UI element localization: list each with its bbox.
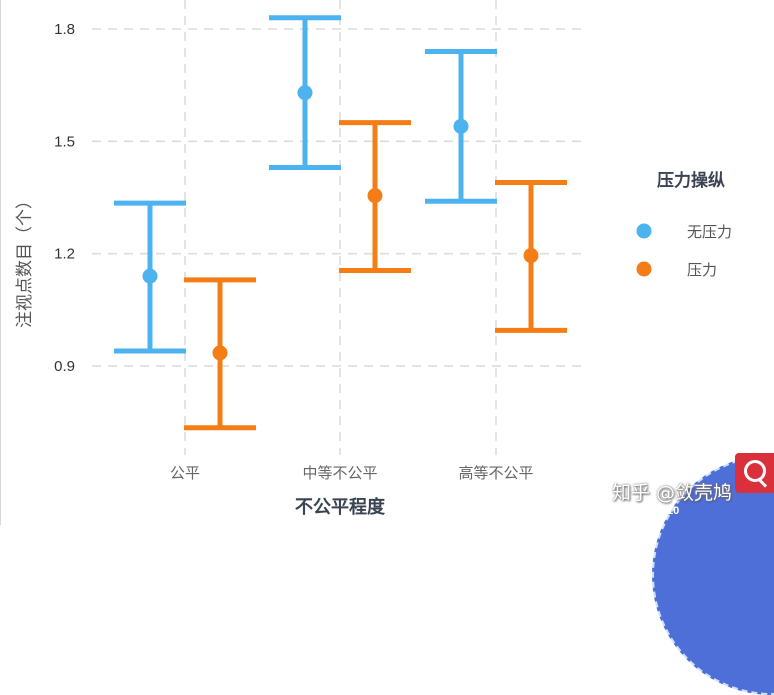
errorbar-pressure bbox=[495, 180, 567, 333]
search-icon-handle bbox=[757, 478, 768, 488]
image-left-border bbox=[0, 0, 1, 525]
search-icon bbox=[744, 460, 766, 482]
y-tick-label: 1.8 bbox=[54, 21, 75, 38]
error-bars bbox=[114, 15, 567, 431]
y-tick-label: 1.2 bbox=[54, 246, 75, 263]
x-tick-label: 公平 bbox=[170, 464, 200, 482]
errorbar-chart: 0.9 1.2 1.5 1.8 公平 中等不公平 高等不公平 注视点数目（个） 不公平程度… bbox=[15, 0, 732, 518]
watermark-text: 知乎 @敛壳鸠 bbox=[612, 482, 733, 504]
mean-point bbox=[523, 248, 539, 264]
legend-title: 压力操纵 bbox=[657, 170, 725, 191]
watermark-badge-number: 10 bbox=[667, 505, 680, 517]
y-axis-label: 注视点数目（个） bbox=[15, 192, 35, 328]
mean-point bbox=[367, 188, 383, 204]
errorbar-pressure bbox=[184, 277, 256, 431]
y-axis-ticks: 0.9 1.2 1.5 1.8 bbox=[54, 21, 75, 375]
legend-label: 压力 bbox=[687, 261, 717, 279]
x-axis-label: 不公平程度 bbox=[295, 496, 386, 518]
y-tick-label: 0.9 bbox=[54, 358, 75, 375]
legend-marker bbox=[636, 223, 652, 239]
errorbar-no-pressure bbox=[269, 15, 341, 171]
mean-point bbox=[297, 85, 313, 101]
y-tick-label: 1.5 bbox=[54, 133, 75, 150]
errorbar-no-pressure bbox=[114, 200, 186, 354]
x-tick-label: 中等不公平 bbox=[302, 464, 377, 482]
mean-point bbox=[212, 345, 228, 361]
x-tick-label: 高等不公平 bbox=[458, 464, 533, 482]
errorbar-no-pressure bbox=[425, 48, 497, 204]
x-axis-ticks: 公平 中等不公平 高等不公平 bbox=[170, 464, 534, 482]
mean-point bbox=[453, 118, 469, 134]
grid-lines bbox=[92, 0, 585, 455]
legend-label: 无压力 bbox=[687, 223, 732, 241]
legend-marker bbox=[636, 261, 652, 277]
search-button[interactable] bbox=[735, 453, 774, 493]
mean-point bbox=[142, 268, 158, 284]
errorbar-pressure bbox=[339, 120, 411, 274]
